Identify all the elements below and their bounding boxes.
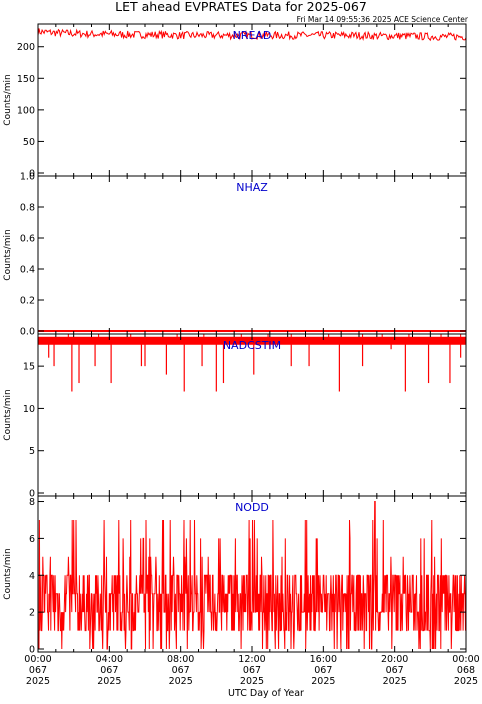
x-tick-label: 067 xyxy=(100,665,118,676)
plot-frame-nhaz xyxy=(37,175,467,335)
series-nodd xyxy=(38,501,467,650)
chart-title: LET ahead EVPRATES Data for 2025-067 xyxy=(115,0,367,14)
series-nread xyxy=(37,28,467,42)
y-tick-label: 4 xyxy=(29,571,35,582)
y-tick-label: 200 xyxy=(17,42,35,53)
x-tick-label: 068 xyxy=(457,665,475,676)
x-tick-label: 04:00 xyxy=(96,654,123,665)
x-tick-label: 2025 xyxy=(383,676,407,687)
x-tick-label: 2025 xyxy=(240,676,264,687)
x-tick-label: 2025 xyxy=(311,676,335,687)
x-tick-label: 067 xyxy=(314,665,332,676)
x-tick-label: 20:00 xyxy=(381,654,408,665)
y-tick-label: 15 xyxy=(23,362,35,373)
x-tick-label: 08:00 xyxy=(167,654,194,665)
y-tick-label: 1.0 xyxy=(20,172,35,183)
panel-label: NODD xyxy=(235,501,269,514)
x-tick-label: 067 xyxy=(29,665,47,676)
y-axis-label: Counts/min xyxy=(3,389,13,440)
panel-nodd: 0 2 4 6 8 Counts/min NODD xyxy=(3,495,467,656)
nread-series-line xyxy=(37,28,467,42)
panel-nread: 0 50 100 150 200 Counts/min NREAD xyxy=(3,23,467,180)
panel-label: NADCSTIM xyxy=(223,339,281,352)
x-tick-label: 2025 xyxy=(97,676,121,687)
x-tick-label: 2025 xyxy=(169,676,193,687)
x-tick-label: 067 xyxy=(243,665,261,676)
y-tick-label: 0.6 xyxy=(20,234,35,245)
panels: 050100150200Counts/minNREAD0.00.20.40.60… xyxy=(3,23,467,656)
x-tick-label: 2025 xyxy=(26,676,50,687)
x-tick-label: 12:00 xyxy=(238,654,265,665)
panel-nhaz: 0.0 0.2 0.4 0.6 0.8 1.0 Counts/min NHAZ xyxy=(3,172,467,338)
panel-nadcstim: 0 5 10 15 Counts/min NADCSTIM xyxy=(3,333,467,500)
x-axis: 00:00067202504:00067202508:00067202512:0… xyxy=(24,654,479,687)
y-axis-label: Counts/min xyxy=(3,229,13,280)
x-tick-label: 00:00 xyxy=(24,654,51,665)
x-tick-label: 16:00 xyxy=(310,654,337,665)
y-tick-label: 0 xyxy=(29,489,35,500)
nodd-series-line xyxy=(38,501,467,650)
y-tick-label: 8 xyxy=(29,497,35,508)
y-tick-label: 0.2 xyxy=(20,296,35,307)
y-tick-label: 0.4 xyxy=(20,265,35,276)
series-nadcstim xyxy=(38,334,466,392)
timestamp: Fri Mar 14 09:55:36 2025 ACE Science Cen… xyxy=(297,15,469,24)
x-tick-label: 067 xyxy=(386,665,404,676)
y-tick-label: 0.0 xyxy=(20,327,35,338)
y-tick-label: 2 xyxy=(29,608,35,619)
y-axis-label: Counts/min xyxy=(3,548,13,599)
panel-label: NHAZ xyxy=(236,181,268,194)
panel-label: NREAD xyxy=(233,29,272,42)
y-tick-label: 150 xyxy=(17,74,35,85)
y-tick-label: 100 xyxy=(17,105,35,116)
x-tick-label: 00:00 xyxy=(452,654,479,665)
y-tick-label: 0.8 xyxy=(20,203,35,214)
y-tick-label: 0 xyxy=(29,645,35,656)
nadcstim-series-band xyxy=(38,336,466,345)
y-tick-label: 5 xyxy=(29,446,35,457)
plot-frame-nadcstim xyxy=(37,333,467,497)
x-tick-label: 067 xyxy=(172,665,190,676)
x-tick-label: 2025 xyxy=(454,676,478,687)
plot-frame-nread xyxy=(37,23,467,177)
y-tick-label: 6 xyxy=(29,534,35,545)
y-tick-label: 10 xyxy=(23,404,35,415)
y-tick-label: 50 xyxy=(23,137,35,148)
y-tick-label: 0 xyxy=(29,169,35,180)
x-axis-label: UTC Day of Year xyxy=(228,688,304,699)
y-axis-label: Counts/min xyxy=(3,74,13,125)
